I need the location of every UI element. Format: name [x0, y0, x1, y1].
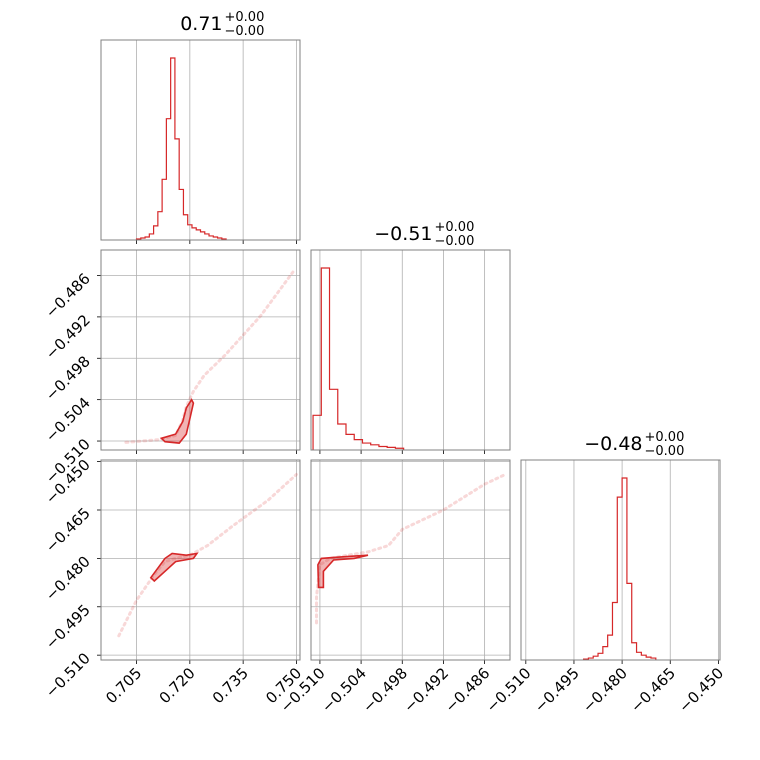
y-tick-label: −0.486	[42, 270, 94, 322]
pair-panel-p0-p1: −0.510−0.504−0.498−0.492−0.486	[42, 250, 300, 487]
y-tick-label: −0.495	[42, 601, 94, 653]
density-contour-fill	[150, 553, 197, 581]
x-tick-label: −0.465	[627, 664, 679, 716]
panel-title: 0.71 +0.00−0.00	[180, 10, 264, 39]
title-value: 0.71	[180, 13, 222, 35]
histogram-frame	[310, 249, 511, 451]
histogram-step	[312, 267, 405, 450]
histogram-panel-p1	[312, 250, 486, 454]
y-tick-label: −0.480	[42, 552, 94, 604]
density-contour	[159, 398, 195, 444]
x-tick-label: −0.486	[441, 664, 493, 716]
density-contour-fill	[161, 399, 194, 444]
title-value: −0.51	[374, 223, 432, 245]
title-minus-error: −0.00	[225, 24, 265, 39]
title-plus-error: +0.00	[435, 220, 475, 235]
histogram-frame	[100, 39, 301, 241]
x-tick-label: −0.504	[318, 664, 370, 716]
sample-trace	[315, 473, 507, 625]
y-tick-label: −0.504	[42, 394, 94, 446]
pair-panel-p0-p2: 0.705 0.720 0.735 0.750−0.510−0.495−0.480−0…	[42, 456, 305, 707]
histogram-step	[582, 477, 657, 660]
histogram-panel-p0	[135, 40, 297, 244]
panel-title: −0.48 +0.00−0.00	[584, 430, 684, 459]
x-tick-label: 0.720	[156, 664, 199, 707]
title-minus-error: −0.00	[645, 444, 685, 459]
density-contour	[317, 554, 369, 589]
pair-frame	[310, 459, 511, 661]
pair-frame	[100, 459, 301, 661]
title-minus-error: −0.00	[435, 234, 475, 249]
density-contour	[149, 552, 199, 583]
x-tick-label: −0.450	[675, 664, 727, 716]
y-tick-label: −0.465	[42, 504, 94, 556]
title-value: −0.48	[584, 433, 642, 455]
x-tick-label: −0.510	[483, 664, 535, 716]
sample-trace	[124, 270, 295, 444]
x-tick-label: −0.495	[531, 664, 583, 716]
pair-panel-p1-p2: −0.510−0.504−0.498−0.492−0.486	[277, 460, 510, 716]
x-tick-label: −0.498	[359, 664, 411, 716]
title-plus-error: +0.00	[645, 430, 685, 445]
x-tick-label: 0.735	[209, 664, 252, 707]
x-tick-label: −0.480	[579, 664, 631, 716]
sample-trace	[117, 473, 298, 638]
histogram-panel-p2: −0.510−0.495−0.480−0.465−0.450	[483, 460, 727, 716]
y-tick-label: −0.492	[42, 311, 94, 363]
panel-title: −0.51 +0.00−0.00	[374, 220, 474, 249]
y-tick-label: −0.510	[42, 649, 94, 701]
x-tick-label: 0.705	[102, 664, 145, 707]
title-plus-error: +0.00	[225, 10, 265, 25]
x-tick-label: −0.492	[400, 664, 452, 716]
histogram-frame	[520, 459, 721, 661]
y-tick-label: −0.498	[42, 352, 94, 404]
histogram-step	[135, 57, 227, 240]
pair-frame	[100, 249, 301, 451]
